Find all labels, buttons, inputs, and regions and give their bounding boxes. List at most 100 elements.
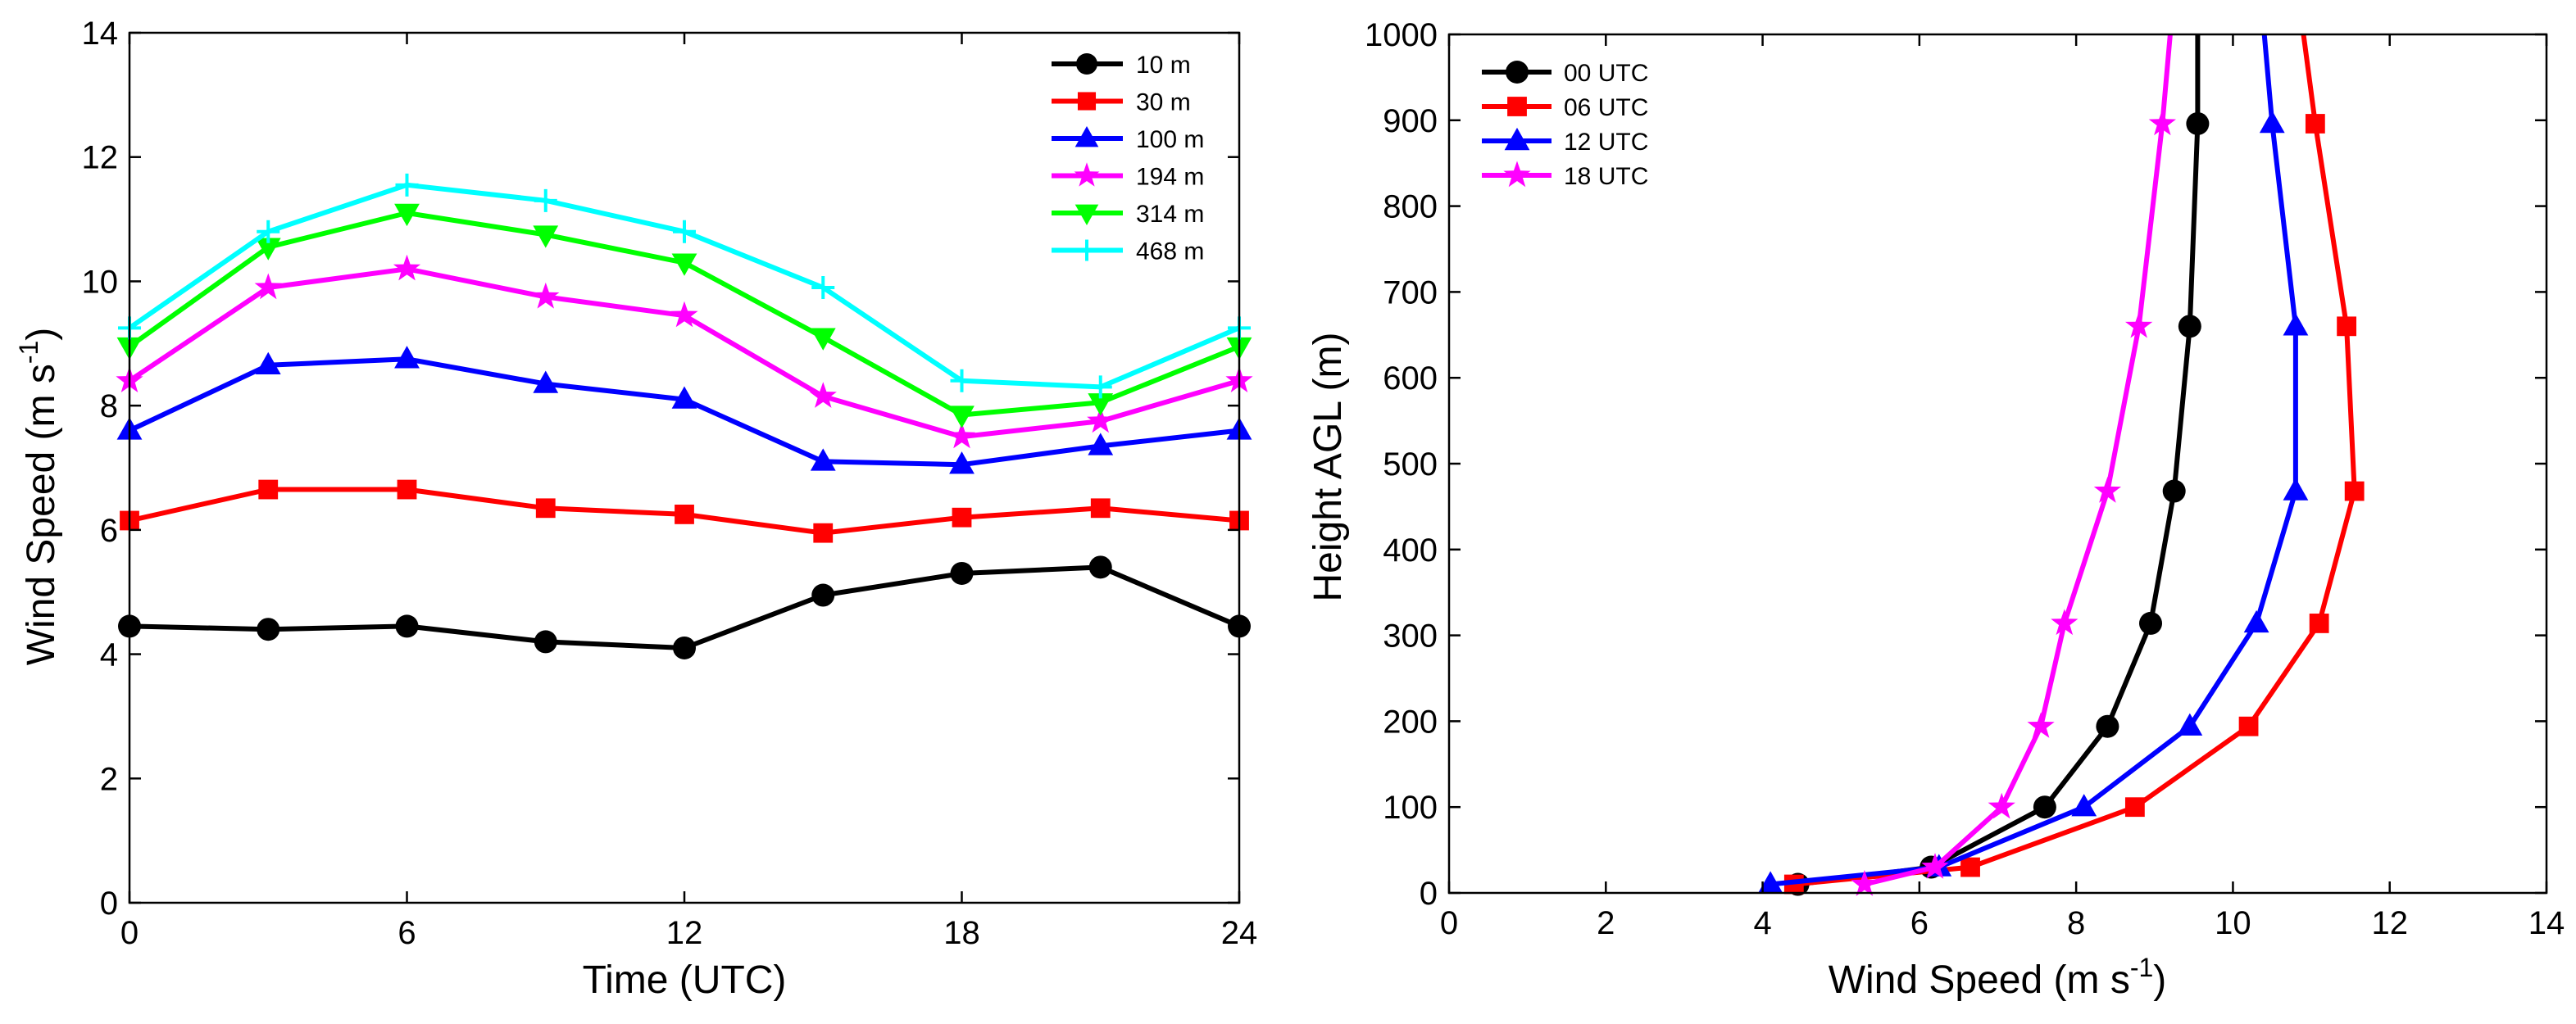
data-point	[254, 273, 282, 300]
right-y-tick-label: 200	[1383, 704, 1438, 740]
data-point	[1960, 857, 1980, 877]
legend-label: 468 m	[1136, 238, 1204, 265]
series-314-m	[116, 203, 1252, 428]
right-y-tick-label: 0	[1420, 876, 1438, 912]
data-point	[813, 523, 834, 543]
data-point	[2071, 794, 2097, 817]
left-y-axis-label: Wind Speed (m s-1)	[14, 328, 63, 666]
left-y-tick-label: 0	[100, 886, 118, 922]
data-point	[2259, 110, 2285, 134]
left-x-axis-label: Time (UTC)	[583, 958, 787, 1002]
data-point	[811, 583, 835, 607]
data-point	[1087, 406, 1115, 433]
data-point	[673, 220, 696, 243]
data-point	[2051, 609, 2079, 636]
data-point	[811, 276, 835, 300]
legend-label: 100 m	[1136, 126, 1204, 153]
data-point	[532, 282, 560, 309]
data-point	[397, 479, 417, 500]
data-point	[393, 254, 421, 281]
left-x-tick-label: 24	[1221, 915, 1258, 951]
series-line	[128, 356, 1240, 468]
data-point	[952, 507, 972, 528]
data-point	[1921, 853, 1949, 879]
series-line	[1864, 34, 2173, 887]
data-point	[2243, 609, 2269, 633]
legend-entry: 468 m	[1052, 238, 1204, 265]
right-x-axis-label: Wind Speed (m s-1)	[1829, 953, 2167, 1002]
legend-label: 194 m	[1136, 164, 1204, 191]
data-point	[675, 504, 694, 524]
data-point	[2124, 797, 2145, 818]
legend-label: 00 UTC	[1564, 60, 1648, 87]
series-line	[1793, 34, 2357, 887]
left-x-tick-label: 18	[943, 915, 980, 951]
data-point	[2283, 478, 2309, 501]
data-point	[2177, 713, 2203, 736]
legend-label: 314 m	[1136, 201, 1204, 228]
data-point	[671, 253, 697, 276]
data-point	[394, 203, 420, 227]
data-point	[395, 173, 419, 197]
data-point	[1088, 393, 1114, 416]
right-y-tick-label: 1000	[1365, 17, 1438, 53]
right-y-tick-label: 900	[1383, 103, 1438, 139]
legend-marker	[1506, 61, 1529, 84]
data-point	[2186, 111, 2210, 135]
legend-entry: 314 m	[1052, 201, 1204, 228]
series-line	[128, 266, 1240, 440]
data-point	[2178, 315, 2201, 338]
legend-entry: 18 UTC	[1482, 161, 1648, 190]
series-00-UTC	[1786, 34, 2210, 896]
series-30-m	[120, 479, 1249, 543]
left-y-tick-label: 2	[100, 761, 118, 797]
legend-marker	[1507, 97, 1527, 116]
right-x-tick-label: 8	[2067, 905, 2085, 941]
data-point	[535, 498, 556, 519]
data-point	[2148, 109, 2176, 136]
legend-entry: 00 UTC	[1482, 60, 1648, 87]
right-y-tick-label: 700	[1383, 274, 1438, 310]
legend-entry: 12 UTC	[1482, 127, 1648, 156]
data-point	[2238, 716, 2259, 736]
legend-entry: 06 UTC	[1482, 94, 1648, 121]
data-point	[810, 448, 836, 471]
left-plot-frame	[128, 31, 1241, 904]
series-line	[129, 564, 1241, 650]
series-12-UTC	[1757, 34, 2309, 894]
right-y-tick-label: 800	[1383, 189, 1438, 225]
data-point	[950, 369, 974, 392]
left-y-tick-label: 10	[82, 264, 119, 300]
right-axes: 0 2 4 6 8 10 12 14 0 100 200 300 400 500 600 700 800 900 1…	[1365, 17, 2565, 941]
data-point	[2125, 311, 2153, 338]
series-10-m	[118, 555, 1251, 659]
series-18-UTC	[1851, 34, 2176, 896]
left-series-group	[116, 173, 1253, 659]
left-legend: 10 m 30 m 100 m 194 m 314 m 468 m	[1052, 52, 1204, 265]
data-point	[1988, 792, 2015, 819]
data-point	[255, 351, 281, 375]
data-point	[947, 422, 976, 449]
right-y-tick-label: 500	[1383, 446, 1438, 483]
data-point	[1851, 870, 1879, 896]
data-point	[2027, 712, 2055, 738]
data-point	[1088, 433, 1114, 455]
legend-label: 18 UTC	[1564, 163, 1648, 190]
data-point	[258, 479, 279, 500]
legend-marker	[1504, 127, 1530, 151]
right-x-tick-label: 12	[2371, 905, 2408, 941]
legend-entry: 100 m	[1052, 126, 1204, 153]
right-x-tick-label: 2	[1597, 905, 1615, 941]
data-point	[2139, 611, 2163, 635]
legend-marker	[1503, 161, 1531, 188]
left-y-tick-label: 6	[100, 513, 118, 549]
legend-entry: 10 m	[1052, 52, 1191, 79]
data-point	[2093, 477, 2121, 503]
right-legend: 00 UTC 06 UTC 12 UTC 18 UTC	[1482, 60, 1648, 190]
left-x-tick-label: 12	[666, 915, 703, 951]
series-100-m	[116, 346, 1252, 474]
data-point	[2283, 313, 2309, 336]
data-point	[1088, 375, 1112, 399]
